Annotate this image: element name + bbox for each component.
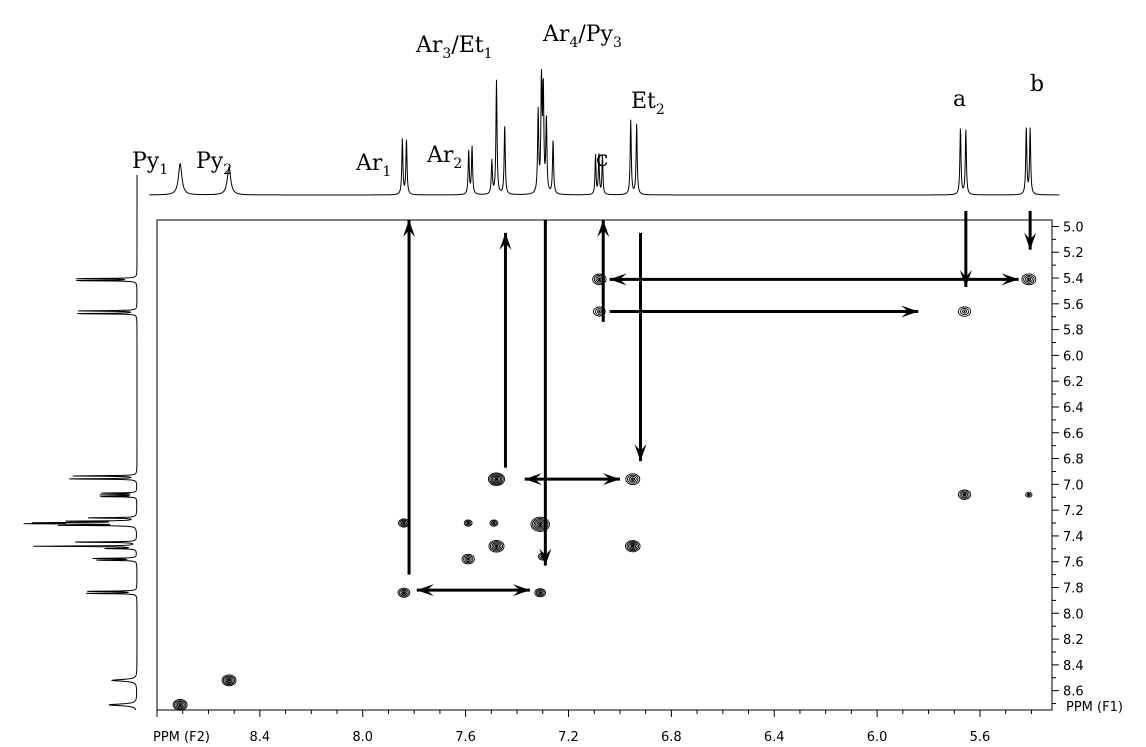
y-tick-label: 8.4 <box>1063 659 1084 674</box>
y-tick-label: 5.4 <box>1063 272 1084 287</box>
x-tick-label: 7.2 <box>558 730 579 745</box>
correlation-arrow <box>634 232 647 462</box>
cross-peak <box>625 540 641 553</box>
peak-label-ar3et1: Ar3/Et1 <box>415 33 493 62</box>
correlation-arrow <box>597 220 610 322</box>
y-tick-label: 7.8 <box>1063 582 1084 597</box>
peak-labels: Py1 Py2 Ar1 Ar2 Ar3/Et1 Ar4/Py3 c Et2 a b <box>132 22 1044 180</box>
cross-peaks <box>172 273 1037 711</box>
correlation-arrow <box>524 473 620 486</box>
y-tick-label: 7.2 <box>1063 504 1084 519</box>
correlation-arrow <box>539 220 552 566</box>
y-tick-label: 7.4 <box>1063 530 1084 545</box>
cross-peak <box>957 306 972 317</box>
x-tick-label: 6.4 <box>764 730 785 745</box>
x-tick-label: 6.8 <box>661 730 682 745</box>
f1-projection-spectrum <box>23 174 138 711</box>
peak-label-py1: Py1 <box>132 149 168 178</box>
cross-peak <box>625 473 641 486</box>
x-tick-label: 6.0 <box>867 730 888 745</box>
y-tick-label: 8.2 <box>1063 633 1084 648</box>
x-tick-label: 8.4 <box>250 730 271 745</box>
cross-peak <box>172 698 188 711</box>
y-tick-label: 6.6 <box>1063 427 1084 442</box>
peak-label-et2: Et2 <box>631 89 665 118</box>
cross-peak <box>1025 491 1033 498</box>
f2-spectrum-trace <box>149 68 1060 196</box>
y-tick-label: 8.6 <box>1063 685 1084 700</box>
correlation-arrows <box>403 210 1037 597</box>
correlation-arrow <box>499 232 512 468</box>
x-tick-label: 5.6 <box>970 730 991 745</box>
peak-label-c: c <box>596 147 608 172</box>
y-tick-label: 5.8 <box>1063 324 1084 339</box>
peak-label-ar1: Ar1 <box>355 151 391 180</box>
y-axis: 5.0 5.2 5.4 5.6 5.8 6.0 6.2 6.4 6.6 6.8 7.0 7.2 7.4 7… <box>1052 220 1084 705</box>
peak-label-ar4py3: Ar4/Py3 <box>542 22 622 51</box>
f2-projection-spectrum <box>149 68 1060 196</box>
y-axis-label: PPM (F1) <box>1066 700 1123 715</box>
cross-peak <box>397 587 411 598</box>
x-axis: 8.4 8.0 7.6 7.2 6.8 6.4 6.0 5.6 <box>156 710 1032 745</box>
cross-peak <box>221 674 237 687</box>
cross-peak <box>592 273 607 285</box>
cross-peak <box>463 519 473 527</box>
cross-peak <box>488 539 505 553</box>
y-tick-label: 6.8 <box>1063 453 1084 468</box>
x-tick-label: 8.0 <box>352 730 373 745</box>
cross-peak <box>1021 273 1037 286</box>
y-tick-label: 6.4 <box>1063 401 1084 416</box>
correlation-arrow <box>609 273 1019 286</box>
correlation-arrow <box>416 584 530 597</box>
y-tick-label: 7.0 <box>1063 478 1084 493</box>
cross-peak <box>957 489 972 500</box>
correlation-arrow <box>1024 210 1037 250</box>
y-tick-label: 5.6 <box>1063 298 1084 313</box>
y-tick-label: 5.0 <box>1063 220 1084 235</box>
y-tick-label: 6.2 <box>1063 375 1084 390</box>
correlation-arrow <box>403 220 416 575</box>
peak-label-ar2: Ar2 <box>426 143 462 172</box>
correlation-arrow <box>959 210 972 288</box>
cross-peak <box>487 472 506 486</box>
peak-label-a: a <box>953 87 966 112</box>
cross-peak <box>489 519 499 527</box>
y-tick-label: 8.0 <box>1063 607 1084 622</box>
x-axis-label: PPM (F2) <box>153 730 210 745</box>
correlation-arrow <box>609 305 919 318</box>
peak-label-b: b <box>1030 72 1044 97</box>
cross-peak <box>534 588 547 598</box>
peak-label-py2: Py2 <box>196 149 232 178</box>
cross-peak <box>461 553 475 565</box>
y-tick-label: 5.2 <box>1063 246 1084 261</box>
y-tick-label: 6.0 <box>1063 349 1084 364</box>
y-tick-label: 7.6 <box>1063 556 1084 571</box>
f1-spectrum-trace <box>23 174 138 711</box>
x-tick-label: 7.6 <box>455 730 476 745</box>
